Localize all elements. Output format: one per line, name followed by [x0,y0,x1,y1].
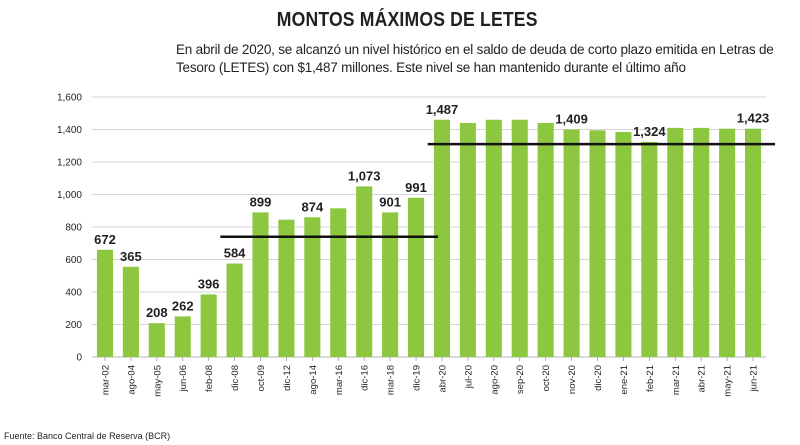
data-label: 1,073 [348,168,381,183]
data-label: 365 [120,249,142,264]
bar [589,130,606,357]
data-label: 991 [405,180,427,195]
data-label: 1,423 [737,111,770,126]
bar [459,123,476,357]
bar [615,131,632,357]
x-tick-label: abr-21 [697,365,708,392]
x-tick-label: dic-19 [412,365,423,391]
bar [278,219,295,357]
bar [148,323,165,357]
y-tick-label: 0 [76,353,82,364]
y-tick-label: 1,000 [57,190,82,201]
bar [693,127,710,357]
chart-title: MONTOS MÁXIMOS DE LETES [276,9,538,31]
x-tick-label: may-21 [723,365,734,397]
bar [511,119,528,357]
data-label: 584 [224,246,246,261]
x-tick-label: dic-16 [360,365,371,391]
x-tick-label: mar-21 [671,365,682,395]
chart-subtitle: En abril de 2020, se alcanzó un nivel hi… [176,42,774,75]
bar [563,129,580,357]
bar [174,316,191,357]
bar [641,141,658,357]
data-label: 1,409 [555,112,588,127]
x-tick-label: dic-12 [282,365,293,391]
x-tick-label: nov-20 [567,365,578,394]
bar [485,119,502,357]
bar [745,128,762,357]
data-label: 874 [301,199,323,214]
data-label: 901 [379,194,401,209]
bar [667,127,684,357]
bar [122,266,139,357]
y-tick-label: 800 [65,223,82,234]
y-tick-label: 200 [65,320,82,331]
bar [382,212,399,357]
x-tick-label: ene-21 [619,365,630,395]
bar [200,294,217,357]
x-tick-label: jul-20 [463,365,474,389]
bar [252,212,269,357]
y-tick-label: 1,400 [57,125,82,136]
x-tick-label: jun-21 [749,365,760,392]
bar [719,128,736,357]
data-label: 208 [146,305,168,320]
x-tick-label: sep-20 [515,365,526,394]
data-label: 899 [250,194,272,209]
bar [433,119,450,357]
y-tick-label: 1,600 [57,93,82,104]
data-label: 396 [198,276,220,291]
bar [537,123,554,357]
x-tick-label: oct-09 [256,365,267,391]
x-tick-label: mar-02 [100,365,111,395]
x-tick-label: dic-20 [593,365,604,391]
data-label: 1,324 [633,124,666,139]
x-tick-label: feb-21 [645,365,656,392]
bar [408,197,425,357]
bar [356,186,373,357]
x-tick-label: ago-20 [489,365,500,395]
source-note: Fuente: Banco Central de Reserva (BCR) [4,431,171,441]
bar [96,249,113,357]
bar [330,208,347,357]
x-tick-label: oct-20 [541,365,552,391]
x-tick-label: mar-18 [386,365,397,395]
x-tick-label: feb-08 [204,365,215,392]
bar [304,217,321,357]
y-tick-label: 1,200 [57,158,82,169]
x-tick-label: may-05 [152,365,163,397]
x-tick-label: dic-08 [230,365,241,391]
data-label: 672 [94,232,116,247]
x-tick-label: jun-06 [178,365,189,392]
data-label: 1,487 [426,102,459,117]
x-tick-label: ago-14 [308,365,319,395]
y-tick-label: 400 [65,288,82,299]
bar [226,263,243,357]
x-tick-label: mar-16 [334,365,345,395]
data-label: 262 [172,298,194,313]
x-tick-label: ago-04 [126,365,137,395]
y-tick-label: 600 [65,255,82,266]
x-tick-label: abr-20 [437,365,448,392]
